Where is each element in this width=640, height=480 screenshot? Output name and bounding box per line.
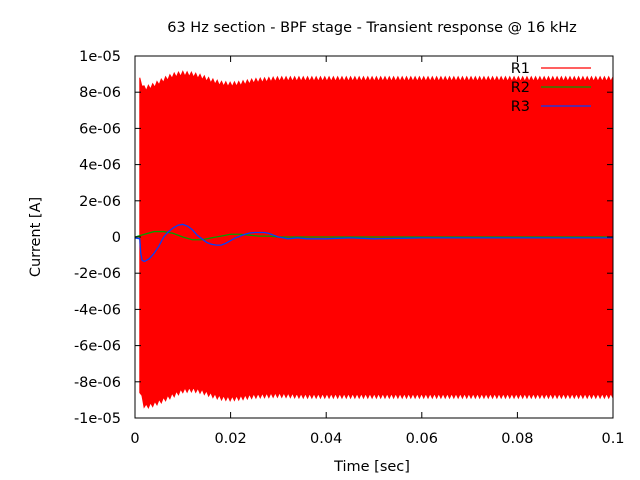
y-tick-label: -4e-06 (74, 302, 121, 318)
y-tick-label: -1e-05 (74, 411, 121, 427)
axis-ticks: 0 0.02 0.04 0.06 0.08 0.1 -1e-05 -8e-06 -6e-06 -4… (74, 49, 625, 447)
y-axis-label: Current [A] (28, 197, 44, 277)
series-r3-line (135, 223, 613, 263)
y-tick-label: -2e-06 (74, 266, 121, 282)
series-r1-line (139, 70, 613, 410)
x-tick-label: 0.02 (214, 431, 246, 447)
legend: R1 R2 R3 (511, 61, 591, 115)
y-tick-label: -8e-06 (74, 375, 121, 391)
y-tick-label: -6e-06 (74, 339, 121, 355)
y-tick-label: 1e-05 (79, 49, 121, 65)
legend-label-r3: R3 (511, 99, 530, 115)
x-tick-label: 0.1 (601, 431, 624, 447)
y-tick-label: 8e-06 (79, 85, 121, 101)
x-tick-label: 0.04 (310, 431, 342, 447)
y-tick-label: 0 (112, 230, 121, 246)
y-tick-label: 6e-06 (79, 121, 121, 137)
chart-title: 63 Hz section - BPF stage - Transient re… (167, 20, 577, 36)
x-axis-label: Time [sec] (333, 459, 410, 475)
plot-area (135, 70, 613, 410)
x-tick-label: 0.08 (501, 431, 533, 447)
legend-label-r2: R2 (511, 80, 530, 96)
x-tick-label: 0.06 (406, 431, 438, 447)
y-tick-label: 4e-06 (79, 158, 121, 174)
series-r2-line (135, 230, 613, 241)
y-tick-label: 2e-06 (79, 194, 121, 210)
legend-label-r1: R1 (511, 61, 530, 77)
x-tick-label: 0 (130, 431, 139, 447)
